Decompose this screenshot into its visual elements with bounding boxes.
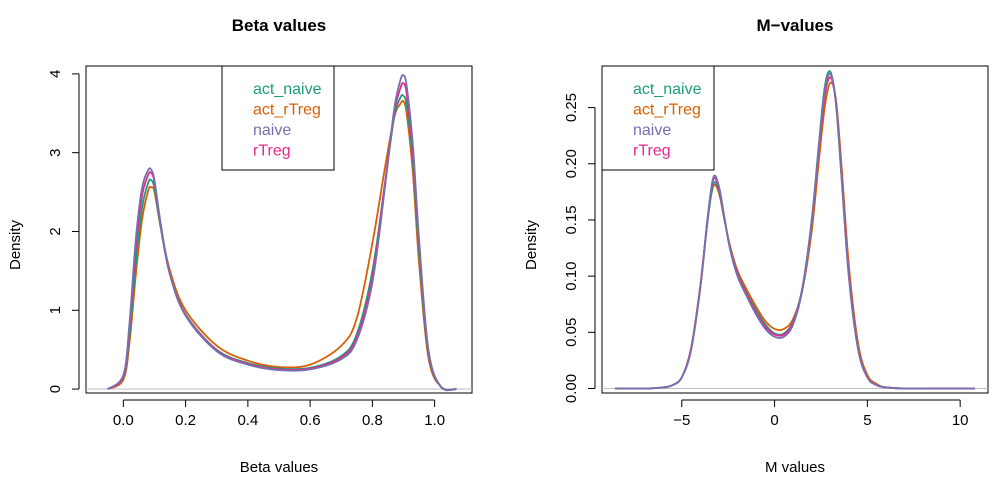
m-legend-item-act-naive: act_naive [633,81,702,98]
beta-x-tick-label: 0.6 [300,412,321,429]
m-x-tick-label: 5 [863,412,871,429]
m-chart-title: M−values [756,16,833,35]
beta-legend-item-act-rTreg: act_rTreg [253,102,321,119]
beta-series-naive [107,74,457,392]
m-legend-box [601,65,715,171]
m-legend-item-act-rTreg: act_rTreg [633,102,701,119]
beta-x-axis-label: Beta values [240,459,318,476]
m-series-naive [614,72,976,390]
m-y-tick-label: 0.05 [563,318,580,347]
beta-y-axis-label: Density [7,219,24,270]
beta-y-tick-label: 0 [47,385,64,393]
m-plot-frame [601,65,989,394]
beta-legend-box [221,65,335,171]
m-density-lines [614,70,976,390]
beta-x-tick-label: 0.0 [113,412,134,429]
beta-density-lines [107,74,457,392]
beta-x-tick-label: 0.2 [175,412,196,429]
beta-series-act-rTreg [107,99,457,391]
m-x-axis-label: M values [765,459,825,476]
m-y-axis-label: Density [523,219,540,270]
beta-legend-item-naive: naive [253,122,291,139]
m-y-tick-label: 0.15 [563,205,580,234]
beta-legend-item-act-naive: act_naive [253,81,322,98]
m-y-tick-label: 0.00 [563,374,580,403]
m-x-tick-label: −5 [673,412,690,429]
beta-y-tick-label: 2 [47,227,64,235]
m-x-tick-label: 10 [952,412,969,429]
m-y-tick-label: 0.25 [563,93,580,122]
m-y-tick-label: 0.10 [563,262,580,291]
beta-chart-title: Beta values [232,16,327,35]
beta-y-tick-label: 4 [47,70,64,78]
beta-x-tick-label: 0.4 [237,412,258,429]
beta-legend-item-rTreg: rTreg [253,143,291,160]
beta-values-panel: Beta values Beta values Density 0.0 0.2 0.… [7,16,473,476]
m-x-tick-label: 0 [770,412,778,429]
m-legend-item-rTreg: rTreg [633,143,671,160]
beta-y-tick-label: 1 [47,306,64,314]
m-y-tick-label: 0.20 [563,149,580,178]
beta-x-tick-label: 0.8 [362,412,383,429]
m-legend-item-naive: naive [633,122,671,139]
beta-y-tick-label: 3 [47,149,64,157]
beta-x-tick-label: 1.0 [424,412,445,429]
m-values-panel: M−values M values Density −5 0 5 10 0.00 0.05… [523,16,989,476]
